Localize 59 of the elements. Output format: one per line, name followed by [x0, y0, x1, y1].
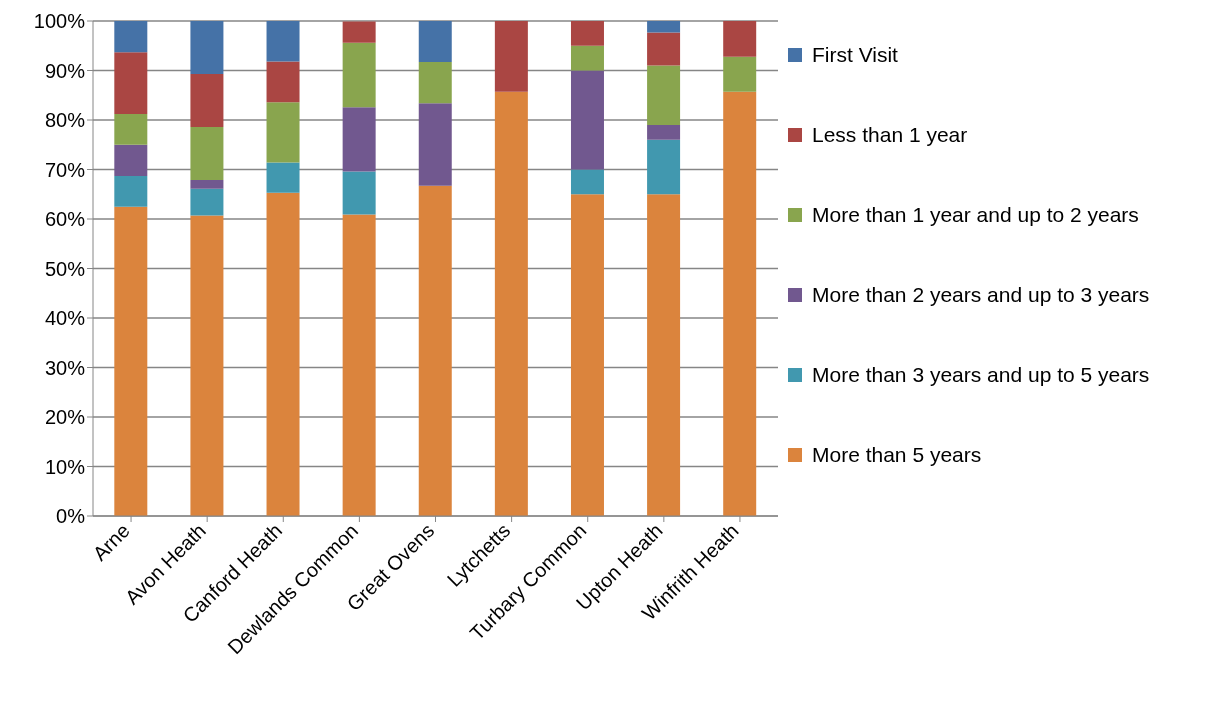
bar — [723, 56, 757, 92]
bar — [190, 179, 224, 189]
bar — [570, 194, 604, 516]
bar — [570, 21, 604, 46]
y-tick-label: 50% — [44, 257, 86, 280]
bar — [418, 21, 452, 63]
bar — [190, 73, 224, 127]
bar — [190, 215, 224, 516]
bar — [494, 91, 528, 516]
bar — [114, 52, 148, 115]
legend-label: First Visit — [812, 42, 898, 68]
y-tick-label: 100% — [33, 10, 86, 33]
bar — [494, 21, 528, 92]
bar — [723, 91, 757, 516]
legend-label: More than 1 year and up to 2 years — [812, 202, 1139, 228]
bar — [190, 188, 224, 216]
y-tick-label: 30% — [44, 356, 86, 379]
y-tick-label: 10% — [44, 455, 86, 478]
bar — [266, 61, 300, 103]
legend-label: Less than 1 year — [812, 122, 968, 148]
bar — [418, 62, 452, 104]
bar — [647, 21, 681, 33]
bar — [266, 192, 300, 516]
bar — [342, 107, 376, 172]
bar — [647, 32, 681, 66]
bar — [190, 126, 224, 180]
bar — [342, 21, 376, 43]
y-tick-label: 90% — [44, 59, 86, 82]
bar — [342, 42, 376, 108]
y-tick-label: 40% — [44, 307, 86, 330]
bar — [647, 124, 681, 140]
bar — [418, 185, 452, 516]
bar — [342, 171, 376, 215]
y-tick-label: 80% — [44, 109, 86, 132]
y-tick-label: 60% — [44, 208, 86, 231]
y-tick-label: 20% — [44, 406, 86, 429]
legend-label: More than 5 years — [812, 442, 982, 468]
bar — [647, 139, 681, 195]
bar — [418, 103, 452, 186]
bar — [114, 114, 148, 145]
y-tick-label: 0% — [56, 505, 86, 528]
legend-label: More than 3 years and up to 5 years — [812, 362, 1150, 388]
bar — [570, 70, 604, 170]
bar — [570, 45, 604, 71]
bar — [266, 102, 300, 163]
bar — [342, 214, 376, 516]
bar — [647, 194, 681, 516]
bar — [114, 21, 148, 53]
bar — [114, 175, 148, 207]
bar — [114, 206, 148, 516]
bar — [723, 21, 757, 57]
bar — [266, 162, 300, 193]
y-tick-label: 70% — [44, 158, 86, 181]
bar — [570, 169, 604, 195]
bar — [266, 21, 300, 62]
bar — [647, 65, 681, 125]
bar — [114, 144, 148, 176]
legend-label: More than 2 years and up to 3 years — [812, 282, 1150, 308]
bar — [190, 21, 224, 74]
